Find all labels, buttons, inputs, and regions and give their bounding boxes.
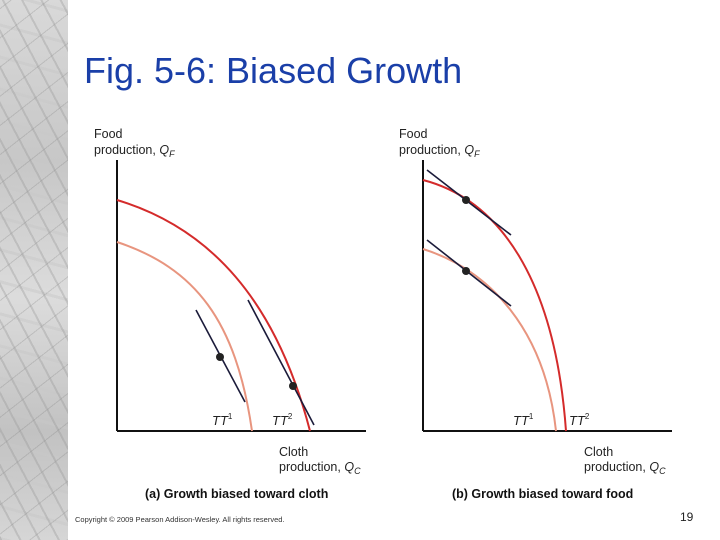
panel-a-y-label-line2: production, QF (94, 143, 175, 159)
panel-a-caption: (a) Growth biased toward cloth (145, 487, 328, 501)
panel-b-production-point-1 (462, 267, 470, 275)
panel-a-tangent-tt2 (247, 299, 315, 426)
panel-b: Food production, QF TT1 TT2 Cloth produc… (399, 127, 672, 501)
panel-b-production-point-2 (462, 196, 470, 204)
panel-b-new-frontier (422, 179, 567, 432)
panel-b-old-frontier (422, 248, 557, 432)
panel-b-caption: (b) Growth biased toward food (452, 487, 633, 501)
panel-a-old-frontier (116, 241, 253, 432)
panel-b-tt1-label: TT1 (513, 412, 534, 428)
copyright-notice: Copyright © 2009 Pearson Addison-Wesley.… (75, 515, 285, 524)
panel-b-y-label-line1: Food (399, 127, 428, 141)
panel-a: Food production, QF TT1 TT2 Cloth produc… (94, 127, 366, 501)
panel-a-tt1-label: TT1 (212, 412, 233, 428)
panel-a-y-label-line1: Food (94, 127, 123, 141)
panel-b-x-label-line2: production, QC (584, 460, 666, 476)
panel-a-x-label-line2: production, QC (279, 460, 361, 476)
panel-a-x-label-line1: Cloth (279, 445, 308, 459)
slide-title: Fig. 5-6: Biased Growth (84, 50, 463, 91)
panel-a-new-frontier (116, 199, 311, 432)
panel-a-tt2-label: TT2 (272, 412, 293, 428)
panel-a-production-point-1 (216, 353, 224, 361)
page-number: 19 (680, 510, 694, 524)
panel-b-tt2-label: TT2 (569, 412, 590, 428)
marble-border (0, 0, 68, 540)
panel-a-production-point-2 (289, 382, 297, 390)
panel-b-y-label-line2: production, QF (399, 143, 480, 159)
panel-b-x-label-line1: Cloth (584, 445, 613, 459)
